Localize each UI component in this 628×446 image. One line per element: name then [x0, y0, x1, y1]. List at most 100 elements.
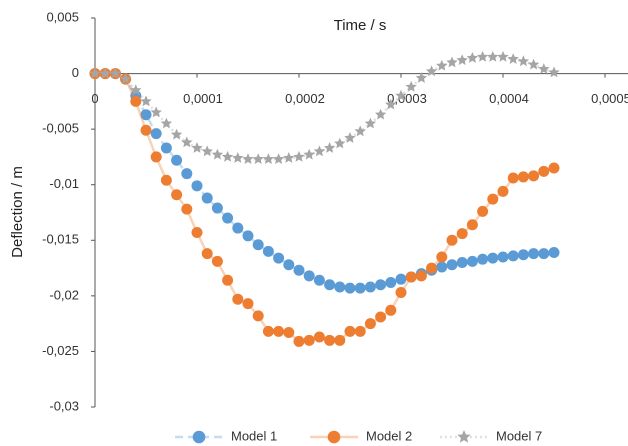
star-marker [436, 59, 448, 71]
point [364, 281, 376, 293]
point [466, 255, 478, 267]
point [283, 327, 295, 339]
point [395, 287, 407, 299]
series [89, 50, 560, 164]
point [517, 249, 529, 261]
point [446, 234, 458, 246]
star-marker [272, 153, 285, 164]
point [354, 325, 366, 337]
point [375, 279, 387, 291]
point [538, 165, 550, 177]
point [252, 239, 264, 251]
point [273, 325, 285, 337]
point [150, 151, 162, 163]
point [313, 331, 325, 343]
legend-item: Model 7 [440, 428, 542, 443]
point [426, 262, 438, 274]
x-tick-label: 0,0004 [489, 91, 529, 106]
point [293, 335, 305, 347]
legend-item: Model 1 [175, 428, 277, 443]
star-marker [119, 73, 132, 84]
point [354, 282, 366, 294]
point [528, 248, 540, 260]
point [477, 205, 489, 217]
x-axis-title: Time / s [334, 17, 387, 34]
point [181, 203, 193, 215]
point [327, 430, 341, 444]
x-tick-label: 0,0002 [285, 91, 325, 106]
star-marker [89, 67, 101, 79]
point [201, 192, 213, 204]
star-marker [109, 67, 122, 79]
point [344, 325, 356, 337]
point [466, 219, 478, 231]
point [262, 245, 274, 257]
star-marker [303, 148, 315, 160]
star-marker [466, 52, 479, 63]
point [232, 293, 244, 305]
star-marker [313, 145, 326, 157]
star-marker [252, 153, 264, 164]
star-marker [232, 152, 244, 163]
point [548, 247, 560, 259]
point [446, 259, 458, 271]
star-marker [170, 128, 183, 140]
star-marker [425, 65, 438, 77]
point [293, 264, 305, 276]
star-marker [140, 95, 152, 107]
point [140, 109, 152, 121]
point [201, 248, 213, 260]
star-marker [181, 136, 193, 148]
x-tick-label: 0,0001 [183, 91, 223, 106]
series [89, 68, 560, 347]
point [303, 334, 315, 346]
point [364, 318, 376, 330]
star-marker [344, 132, 356, 143]
y-axis-title: Deflection / m [9, 166, 26, 258]
star-marker [476, 50, 489, 62]
point [191, 227, 203, 239]
point [171, 154, 183, 166]
y-tick-label: 0,005 [46, 9, 79, 24]
point [548, 162, 560, 174]
star-marker [262, 153, 275, 164]
star-marker [456, 54, 468, 66]
point [222, 274, 234, 286]
star-marker [538, 63, 550, 74]
point [130, 95, 142, 107]
point [487, 193, 499, 205]
star-marker [527, 58, 540, 70]
legend-label: Model 1 [231, 428, 277, 443]
point [375, 311, 387, 323]
point [334, 334, 346, 346]
star-marker [374, 108, 387, 120]
star-marker [405, 80, 417, 92]
star-marker [130, 84, 142, 96]
point [150, 128, 162, 140]
star-marker [548, 66, 560, 78]
star-marker [364, 117, 377, 129]
point [242, 298, 254, 310]
legend-item: Model 2 [310, 428, 412, 443]
y-tick-label: -0,015 [42, 232, 79, 247]
star-marker [415, 72, 428, 83]
point [181, 168, 193, 180]
point [517, 171, 529, 183]
star-marker [160, 117, 173, 129]
point [507, 172, 519, 184]
point [283, 259, 295, 271]
point [160, 142, 172, 154]
point [385, 277, 397, 289]
point [487, 252, 499, 264]
point [242, 230, 254, 242]
point [273, 252, 285, 264]
star-marker [354, 125, 366, 137]
point [395, 273, 407, 285]
y-tick-label: -0,01 [49, 176, 79, 191]
y-tick-label: 0 [72, 65, 79, 80]
point [497, 251, 509, 263]
y-tick-label: -0,03 [49, 398, 79, 413]
x-tick-label: 0 [91, 91, 98, 106]
point [334, 281, 346, 293]
